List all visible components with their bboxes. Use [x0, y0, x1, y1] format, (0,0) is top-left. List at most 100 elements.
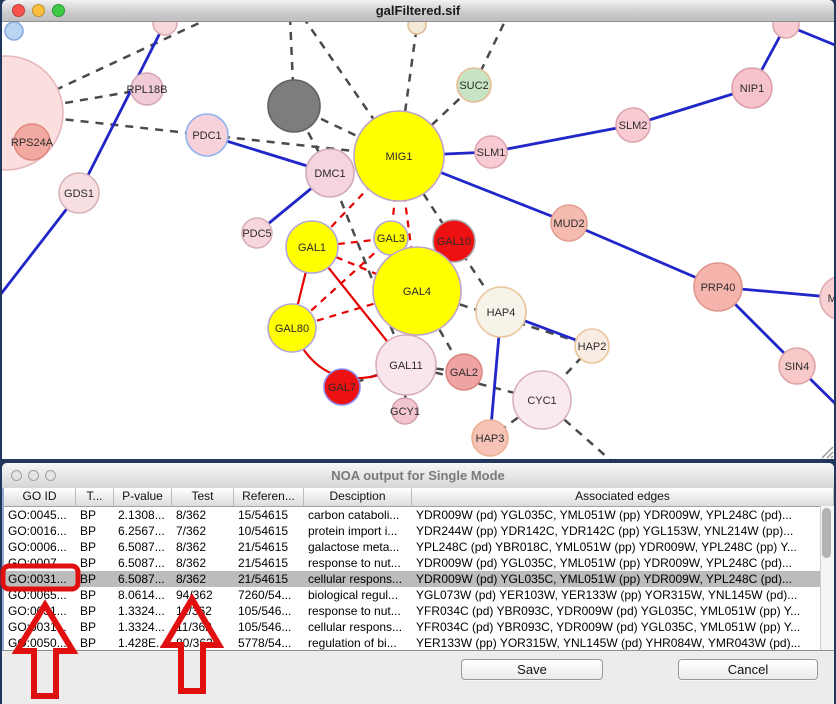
table-cell: 6.5087... [114, 555, 172, 571]
network-canvas[interactable]: RPL18BRPS24AGDS1PDC1DMC1MIG1SUC2SLM1SLM2… [2, 22, 834, 459]
table-cell: 7/362 [172, 523, 234, 539]
table-cell: response to nut... [304, 555, 412, 571]
graph-node-label-SIN4: SIN4 [785, 361, 809, 373]
table-cell: 7260/54... [234, 587, 304, 603]
table-cell: 1.428E... [114, 635, 172, 651]
graph-node-label-MIG1: MIG1 [386, 151, 413, 163]
table-cell: 1.3324... [114, 603, 172, 619]
table-cell: 8/362 [172, 507, 234, 523]
noa-window-title: NOA output for Single Mode [331, 468, 505, 483]
graph-node-n-top-left[interactable] [153, 22, 177, 35]
graph-node-label-GAL4: GAL4 [403, 286, 431, 298]
table-cell: 6.5087... [114, 571, 172, 587]
table-row[interactable]: GO:0045...BP2.1308...8/36215/54615carbon… [4, 507, 834, 523]
table-header: GO IDT...P-valueTestReferen...Desciption… [4, 488, 834, 507]
graph-node-label-HAP4: HAP4 [487, 307, 516, 319]
graph-node-label-GAL7: GAL7 [328, 382, 356, 394]
column-header-associated-edges[interactable]: Associated edges [412, 488, 834, 506]
table-cell: 105/546... [234, 619, 304, 635]
graph-node-label-GCY1: GCY1 [390, 406, 420, 418]
table-cell: 8.0614... [114, 587, 172, 603]
table-row[interactable]: GO:0006...BP6.5087...8/36221/54615galact… [4, 539, 834, 555]
minimize-icon[interactable] [32, 4, 45, 17]
table-cell: 11/362 [172, 619, 234, 635]
graph-window-titlebar[interactable]: galFiltered.sif [2, 0, 834, 22]
vertical-scrollbar[interactable] [820, 506, 834, 650]
graph-node-label-NIP1: NIP1 [740, 83, 764, 95]
noa-window-titlebar[interactable]: NOA output for Single Mode [2, 463, 834, 489]
table-cell: BP [76, 619, 114, 635]
column-header-test[interactable]: Test [172, 488, 234, 506]
graph-node-label-PDC1: PDC1 [192, 130, 221, 142]
table-row[interactable]: GO:0031...BP6.5087...8/36221/54615cellul… [4, 571, 834, 587]
table-row[interactable]: GO:0007...BP6.5087...8/36221/54615respon… [4, 555, 834, 571]
table-cell: YDR009W (pd) YGL035C, YML051W (pp) YDR00… [412, 507, 834, 523]
graph-node-label-HAP3: HAP3 [476, 433, 505, 445]
table-cell: response to nut... [304, 603, 412, 619]
minimize-icon[interactable] [28, 470, 39, 481]
zoom-icon[interactable] [45, 470, 56, 481]
table-cell: YFR034C (pd) YBR093C, YDR009W (pd) YGL03… [412, 603, 834, 619]
table-cell: biological regul... [304, 587, 412, 603]
table-cell: carbon cataboli... [304, 507, 412, 523]
table-cell: BP [76, 635, 114, 651]
resize-grip-icon[interactable] [818, 443, 834, 459]
table-cell: 8/362 [172, 539, 234, 555]
close-icon[interactable] [12, 4, 25, 17]
table-cell: 6.5087... [114, 539, 172, 555]
graph-node-label-GAL2: GAL2 [450, 367, 478, 379]
graph-node-n-top-mid[interactable] [408, 22, 426, 34]
graph-node-n-top-sliver[interactable] [5, 22, 23, 40]
cancel-button[interactable]: Cancel [678, 659, 818, 680]
table-cell: GO:0016... [4, 523, 76, 539]
table-cell: 21/54615 [234, 555, 304, 571]
table-cell: 5778/54... [234, 635, 304, 651]
graph-node-n-top-right[interactable] [773, 22, 799, 38]
table-row[interactable]: GO:0016...BP6.2567...7/36210/54615protei… [4, 523, 834, 539]
table-cell: BP [76, 523, 114, 539]
table-row[interactable]: GO:0050...BP1.428E...80/3625778/54...reg… [4, 635, 834, 651]
table-cell: BP [76, 587, 114, 603]
table-cell: 21/54615 [234, 539, 304, 555]
save-button[interactable]: Save [461, 659, 603, 680]
table-cell: 8/362 [172, 571, 234, 587]
table-cell: YFR034C (pd) YBR093C, YDR009W (pd) YGL03… [412, 619, 834, 635]
column-header-desciption[interactable]: Desciption [304, 488, 412, 506]
graph-node-label-SLM1: SLM1 [477, 147, 506, 159]
table-row[interactable]: GO:0031...BP1.3324...11/362105/546...res… [4, 603, 834, 619]
table-cell: 105/546... [234, 603, 304, 619]
table-body: GO:0045...BP2.1308...8/36215/54615carbon… [4, 507, 834, 651]
table-cell: 11/362 [172, 603, 234, 619]
table-cell: GO:0007... [4, 555, 76, 571]
table-cell: protein import i... [304, 523, 412, 539]
zoom-icon[interactable] [52, 4, 65, 17]
column-header-p-value[interactable]: P-value [114, 488, 172, 506]
traffic-lights [12, 4, 65, 17]
graph-node-label-PRP40: PRP40 [701, 282, 736, 294]
table-cell: cellular respons... [304, 571, 412, 587]
graph-node-label-RPS24A: RPS24A [11, 137, 54, 149]
table-cell: 21/54615 [234, 571, 304, 587]
column-header-t-[interactable]: T... [76, 488, 114, 506]
graph-node-label-SUC2: SUC2 [459, 80, 488, 92]
close-icon[interactable] [11, 470, 22, 481]
scrollbar-thumb[interactable] [822, 508, 831, 558]
table-cell: BP [76, 507, 114, 523]
table-cell: YGL073W (pd) YER103W, YER133W (pp) YOR31… [412, 587, 834, 603]
table-cell: 10/54615 [234, 523, 304, 539]
graph-node-n-gray[interactable] [268, 80, 320, 132]
graph-node-label-HAP2: HAP2 [578, 341, 607, 353]
column-header-go-id[interactable]: GO ID [4, 488, 76, 506]
graph-node-label-GAL10: GAL10 [437, 236, 471, 248]
graph-node-label-DMC1: DMC1 [314, 168, 345, 180]
graph-edge-GDS1-n-top-left [79, 23, 165, 193]
table-cell: GO:0065... [4, 587, 76, 603]
column-header-referen-[interactable]: Referen... [234, 488, 304, 506]
table-row[interactable]: GO:0031...BP1.3324...11/362105/546...cel… [4, 619, 834, 635]
graph-node-label-CYC1: CYC1 [527, 395, 556, 407]
table-row[interactable]: GO:0065...BP8.0614...94/3627260/54...bio… [4, 587, 834, 603]
graph-window: galFiltered.sif RPL18BRPS24AGDS1PDC1DMC1… [2, 0, 834, 459]
table-cell: GO:0050... [4, 635, 76, 651]
table-cell: cellular respons... [304, 619, 412, 635]
table-cell: 8/362 [172, 555, 234, 571]
